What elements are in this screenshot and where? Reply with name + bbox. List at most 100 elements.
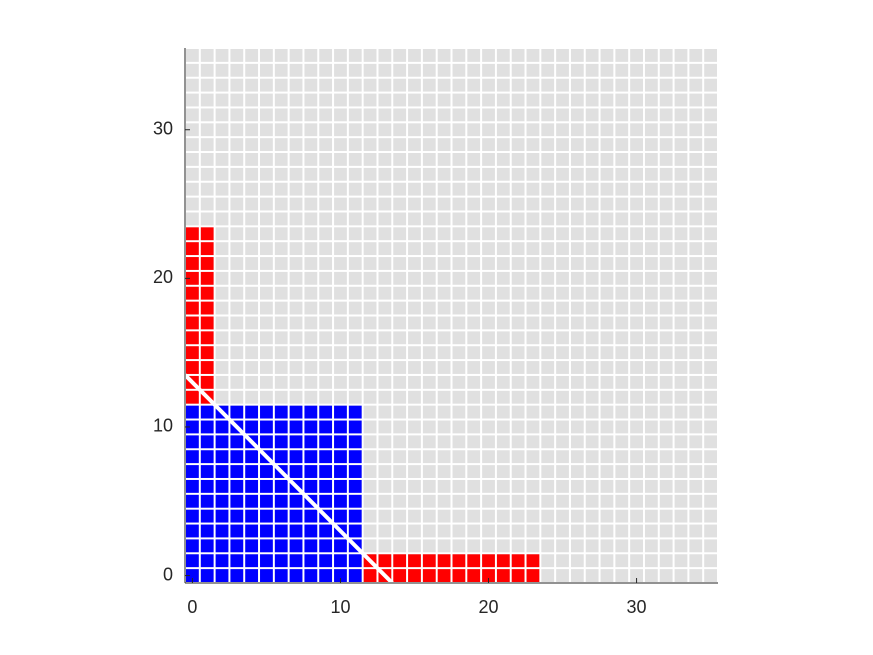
background-cell — [526, 93, 540, 107]
background-cell — [467, 465, 481, 478]
background-cell — [408, 420, 421, 434]
background-cell — [289, 123, 303, 137]
background-cell — [186, 212, 199, 226]
background-cell — [541, 569, 555, 582]
background-cell — [334, 108, 347, 122]
region-cell — [215, 450, 229, 464]
background-cell — [378, 479, 392, 493]
background-cell — [556, 257, 569, 270]
background-cell — [304, 242, 318, 256]
background-cell — [467, 123, 481, 137]
background-cell — [452, 182, 466, 196]
region-cell — [245, 479, 259, 493]
background-cell — [644, 182, 658, 196]
region-cell — [348, 554, 362, 568]
background-cell — [437, 405, 451, 419]
background-cell — [422, 494, 436, 508]
background-cell — [363, 212, 377, 226]
background-cell — [644, 450, 658, 464]
background-cell — [200, 108, 214, 122]
background-cell — [260, 271, 273, 285]
background-cell — [570, 63, 584, 77]
background-cell — [363, 138, 377, 152]
region-cell — [289, 509, 303, 523]
region-cell — [230, 479, 244, 493]
background-cell — [467, 405, 481, 419]
background-cell — [452, 524, 466, 538]
background-cell — [615, 479, 629, 493]
background-cell — [452, 361, 466, 374]
background-cell — [585, 242, 599, 256]
background-cell — [230, 153, 244, 166]
background-cell — [422, 420, 436, 434]
background-cell — [659, 108, 673, 122]
background-cell — [378, 182, 392, 196]
region-cell — [348, 509, 362, 523]
background-cell — [186, 63, 199, 77]
region-cell — [186, 227, 199, 241]
background-cell — [482, 182, 495, 196]
background-cell — [704, 271, 717, 285]
background-cell — [215, 361, 229, 374]
background-cell — [556, 167, 569, 181]
background-cell — [615, 450, 629, 464]
background-cell — [260, 375, 273, 389]
background-cell — [482, 435, 495, 449]
background-cell — [659, 153, 673, 166]
background-cell — [319, 286, 333, 300]
background-cell — [304, 331, 318, 345]
background-cell — [393, 63, 407, 77]
region-cell — [200, 361, 214, 374]
background-cell — [600, 450, 614, 464]
region-cell — [274, 450, 288, 464]
region-cell — [186, 569, 199, 582]
region-cell — [319, 524, 333, 538]
background-cell — [556, 316, 569, 330]
background-cell — [408, 271, 421, 285]
background-cell — [452, 167, 466, 181]
background-cell — [274, 63, 288, 77]
background-cell — [378, 63, 392, 77]
region-cell — [186, 316, 199, 330]
region-cell — [274, 539, 288, 553]
background-cell — [526, 361, 540, 374]
background-cell — [452, 227, 466, 241]
background-cell — [348, 108, 362, 122]
background-cell — [422, 78, 436, 92]
background-cell — [585, 346, 599, 360]
background-cell — [437, 390, 451, 404]
background-cell — [541, 153, 555, 166]
background-cell — [585, 49, 599, 62]
background-cell — [230, 182, 244, 196]
background-cell — [393, 301, 407, 315]
background-cell — [200, 167, 214, 181]
background-cell — [289, 286, 303, 300]
background-cell — [260, 153, 273, 166]
background-cell — [230, 257, 244, 270]
background-cell — [274, 197, 288, 211]
background-cell — [570, 509, 584, 523]
background-cell — [674, 123, 688, 137]
region-cell — [260, 479, 273, 493]
background-cell — [674, 420, 688, 434]
background-cell — [556, 346, 569, 360]
background-cell — [541, 212, 555, 226]
background-cell — [570, 138, 584, 152]
background-cell — [674, 301, 688, 315]
background-cell — [644, 405, 658, 419]
background-cell — [585, 361, 599, 374]
background-cell — [689, 49, 703, 62]
region-cell — [274, 509, 288, 523]
background-cell — [556, 242, 569, 256]
background-cell — [200, 78, 214, 92]
background-cell — [378, 539, 392, 553]
region-cell — [186, 242, 199, 256]
background-cell — [615, 286, 629, 300]
region-cell — [289, 435, 303, 449]
background-cell — [674, 271, 688, 285]
region-cell — [319, 554, 333, 568]
background-cell — [585, 569, 599, 582]
background-cell — [378, 197, 392, 211]
background-cell — [437, 465, 451, 478]
background-cell — [630, 197, 643, 211]
